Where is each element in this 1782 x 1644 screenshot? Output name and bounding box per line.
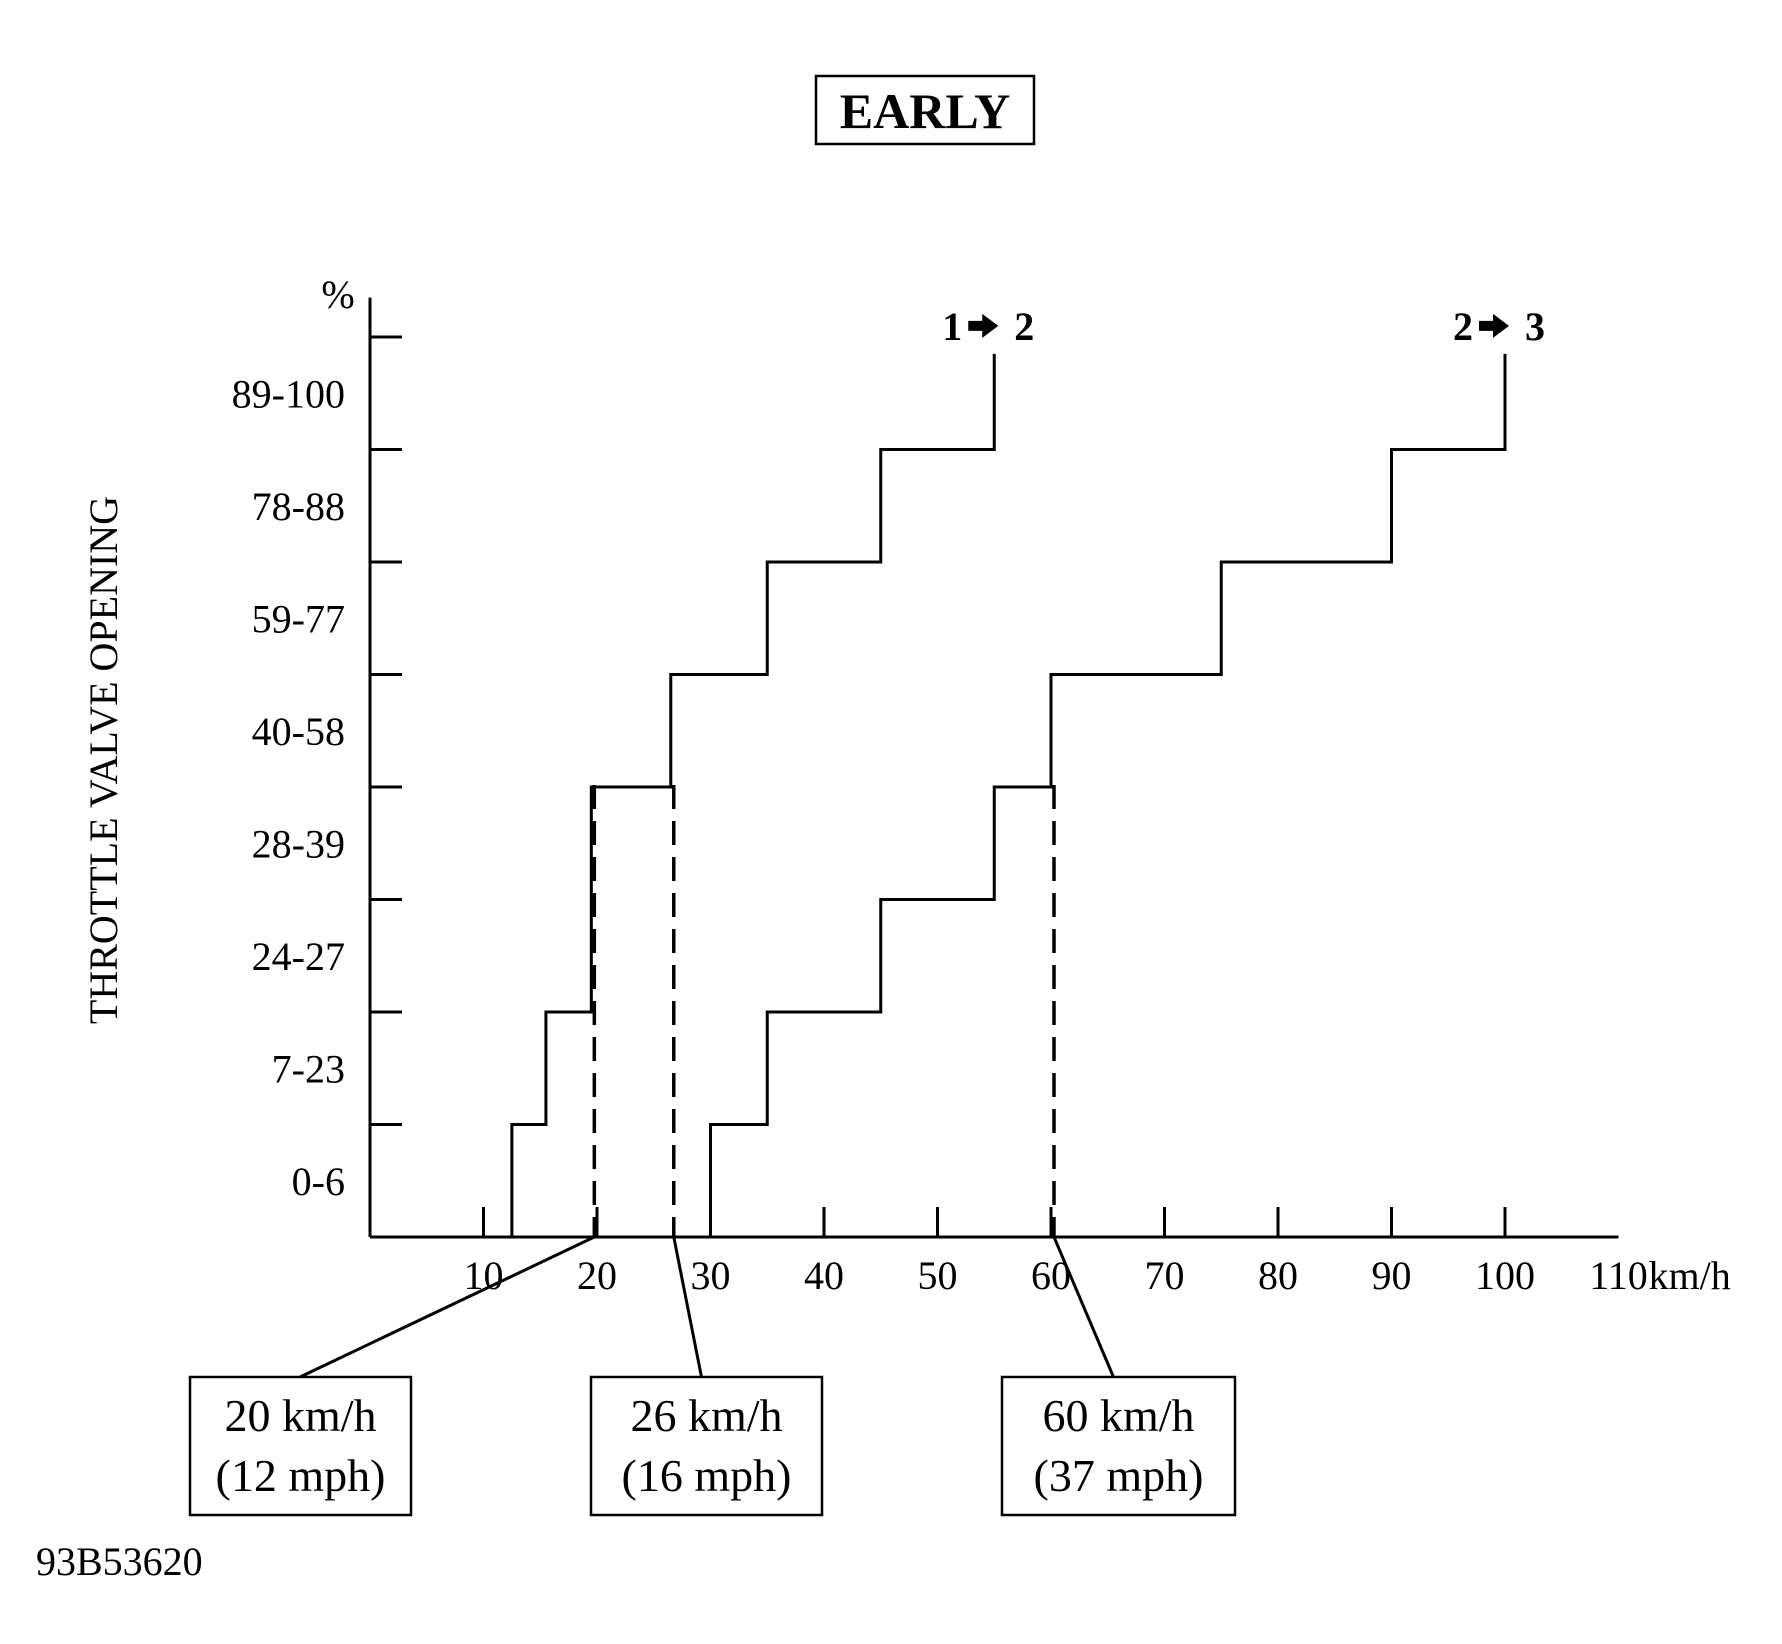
callout-speed-mph: (37 mph): [1034, 1450, 1204, 1501]
x-tick-label: 40: [804, 1253, 844, 1298]
arrow-right-icon: [1479, 313, 1509, 338]
shift-lines: [510, 353, 1507, 1237]
x-tick-label: 90: [1372, 1253, 1412, 1298]
x-tick-label: 50: [918, 1253, 958, 1298]
callout-leader: [1052, 1236, 1115, 1378]
callout-box: [589, 1375, 824, 1517]
chart-title: EARLY: [840, 83, 1010, 139]
callout-box: [1000, 1375, 1237, 1517]
y-category-label: 28-39: [252, 821, 345, 866]
callout-leader: [299, 1235, 595, 1379]
x-tick-label: 20: [577, 1253, 617, 1298]
x-tick-label: 100: [1475, 1253, 1535, 1298]
callout-speed-kmh: 26 km/h: [630, 1390, 782, 1441]
y-category-labels: 0-6 7-23 24-27 28-39 40-58 59-77 78-88 89-100: [232, 371, 345, 1204]
arrow-right-icon: [968, 313, 999, 338]
y-category-label: 40-58: [252, 709, 345, 754]
figure-id: 93B53620: [36, 1539, 203, 1584]
x-unit-label: km/h: [1649, 1253, 1731, 1298]
title-box: [814, 74, 1036, 146]
x-tick-label: 70: [1145, 1253, 1185, 1298]
speed-callouts: 20 km/h (12 mph) 26 km/h (16 mph) 60 km/h (37…: [188, 1235, 1237, 1517]
callout-speed-mph: (12 mph): [216, 1450, 386, 1501]
series-label-from: 2: [1453, 304, 1473, 349]
callout-leader: [672, 1236, 703, 1378]
x-tick-label: 30: [691, 1253, 731, 1298]
tick-marks: [370, 335, 1507, 1237]
shift-line-1: [510, 353, 996, 1237]
y-axis-title: THROTTLE VALVE OPENING: [81, 496, 126, 1024]
y-category-label: 7-23: [272, 1046, 345, 1091]
shift-line-2: [709, 353, 1507, 1237]
dashed-guides: [592, 785, 1056, 1237]
y-category-label: 0-6: [292, 1159, 345, 1204]
y-category-label: 78-88: [252, 484, 345, 529]
y-unit-label: %: [321, 272, 354, 317]
callout-speed-mph: (16 mph): [622, 1450, 792, 1501]
series-label-from: 1: [942, 304, 962, 349]
x-tick-labels: 10 20 30 40 50 60 70 80 90 100 110: [464, 1253, 1648, 1298]
y-category-label: 89-100: [232, 371, 345, 416]
callout-box: [188, 1375, 413, 1517]
y-category-label: 24-27: [252, 934, 345, 979]
x-tick-label: 80: [1258, 1253, 1298, 1298]
x-tick-label: 110: [1589, 1253, 1648, 1298]
axes: [368, 297, 1619, 1239]
series-label-to: 3: [1525, 304, 1545, 349]
series-labels: 1 2 2 3: [942, 304, 1545, 349]
callout-speed-kmh: 60 km/h: [1042, 1390, 1194, 1441]
series-label-to: 2: [1014, 304, 1034, 349]
callout-speed-kmh: 20 km/h: [224, 1390, 376, 1441]
y-category-label: 59-77: [252, 596, 345, 641]
